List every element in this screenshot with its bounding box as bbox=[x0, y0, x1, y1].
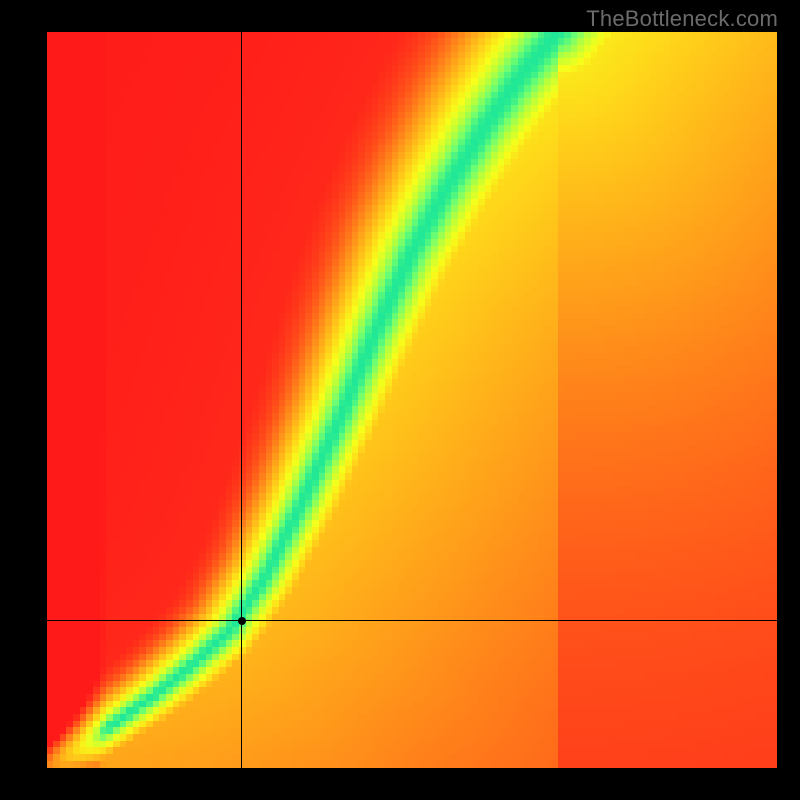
crosshair-vertical bbox=[241, 32, 242, 768]
crosshair-horizontal bbox=[47, 620, 777, 621]
watermark-text: TheBottleneck.com bbox=[586, 6, 778, 32]
marker-dot bbox=[238, 617, 246, 625]
bottleneck-heatmap bbox=[47, 32, 777, 768]
